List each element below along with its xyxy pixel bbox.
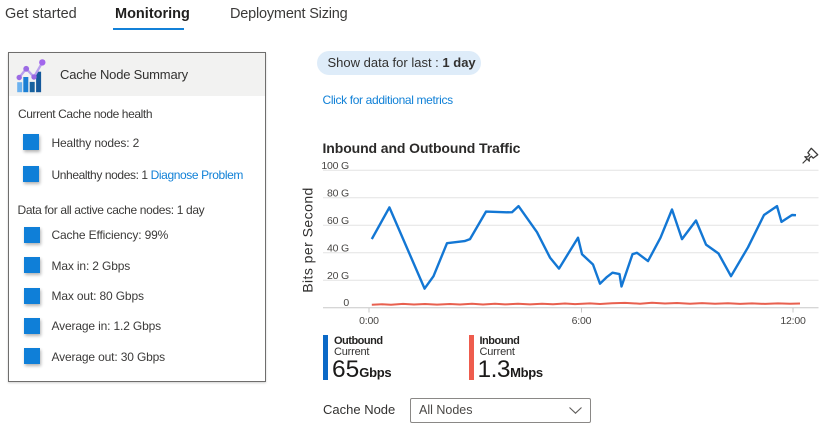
svg-text:60 G: 60 G [327,215,349,227]
svg-text:20 G: 20 G [327,270,349,282]
svg-text:100 G: 100 G [321,160,349,172]
svg-text:6:00: 6:00 [572,315,592,327]
svg-text:Bits per Second: Bits per Second [300,187,316,293]
svg-text:40 G: 40 G [327,242,349,254]
svg-text:0: 0 [343,297,349,309]
svg-text:12:00: 12:00 [780,315,806,327]
svg-text:80 G: 80 G [327,187,349,199]
svg-text:0:00: 0:00 [359,315,379,327]
